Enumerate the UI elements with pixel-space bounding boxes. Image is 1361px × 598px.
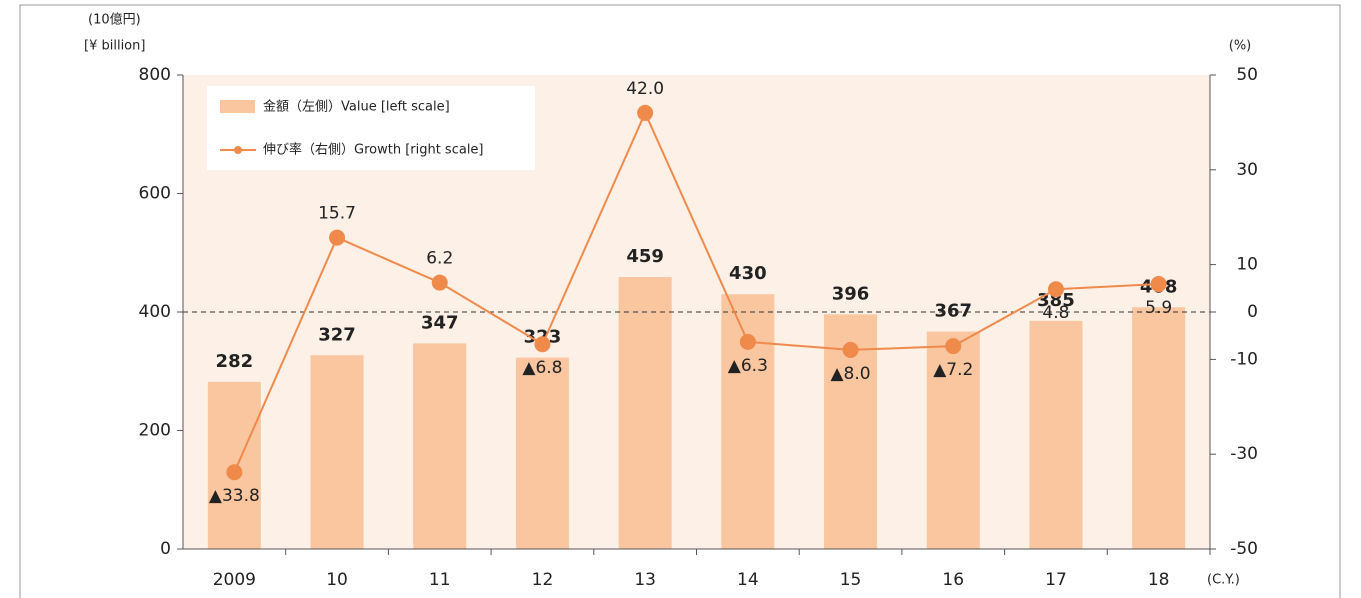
- x-axis-label: (C.Y.): [1207, 573, 1240, 588]
- y2-tick-label: 0: [1247, 302, 1258, 322]
- bar-label: 396: [832, 283, 870, 304]
- y-axis-label: (10億円): [88, 12, 141, 28]
- growth-label: 6.2: [426, 249, 453, 269]
- legend-label: 金額（左側）Value [left scale]: [263, 99, 450, 115]
- y2-tick-label: 30: [1236, 160, 1258, 180]
- bar-label: 327: [318, 324, 356, 345]
- x-tick-label: 11: [429, 570, 451, 590]
- bar: [413, 343, 467, 549]
- growth-point: [534, 336, 551, 353]
- frame: [19, 4, 1341, 598]
- bar-label: 347: [421, 312, 459, 333]
- y2-tick-label: -50: [1230, 539, 1258, 559]
- x-tick-label: 12: [532, 570, 554, 590]
- bar-label: 459: [626, 246, 664, 267]
- growth-label: ▲6.3: [728, 356, 768, 376]
- x-tick-label: 16: [942, 570, 964, 590]
- legend-box: [207, 86, 535, 170]
- x-tick-label: 2009: [213, 570, 256, 590]
- y2-tick-label: -30: [1230, 444, 1258, 464]
- y2-tick-label: 10: [1236, 255, 1258, 275]
- growth-label: ▲6.8: [522, 358, 562, 378]
- bar: [1029, 320, 1083, 549]
- bar-label: 282: [216, 351, 254, 372]
- y-tick-label: 600: [139, 184, 171, 204]
- growth-label: 5.9: [1145, 298, 1172, 318]
- y2-tick-label: 50: [1236, 65, 1258, 85]
- growth-point: [1150, 276, 1167, 293]
- growth-label: ▲33.8: [209, 486, 260, 506]
- y-tick-label: 400: [139, 302, 171, 322]
- growth-label: 4.8: [1042, 303, 1069, 323]
- growth-label: 15.7: [318, 204, 356, 224]
- growth-point: [842, 341, 859, 358]
- x-tick-label: 13: [634, 570, 656, 590]
- bar: [721, 294, 775, 549]
- legend-label: 伸び率（右側）Growth [right scale]: [263, 142, 484, 158]
- growth-line: [233, 110, 1159, 473]
- growth-label: ▲7.2: [933, 360, 973, 380]
- bar: [618, 277, 672, 549]
- bar: [1132, 307, 1186, 549]
- bar-label: 430: [729, 263, 767, 284]
- legend-swatch-dot: [234, 146, 242, 154]
- y2-tick-label: -10: [1230, 349, 1258, 369]
- bar: [310, 355, 364, 549]
- growth-point: [739, 333, 756, 350]
- y-tick-label: 200: [139, 421, 171, 441]
- growth-point: [637, 104, 654, 121]
- growth-point: [226, 464, 243, 481]
- x-tick-label: 17: [1045, 570, 1067, 590]
- growth-label: ▲8.0: [830, 364, 870, 384]
- bar-label: 367: [934, 301, 972, 322]
- x-tick-label: 15: [840, 570, 862, 590]
- y2-axis-label: (%): [1229, 39, 1252, 54]
- growth-point: [431, 274, 448, 291]
- growth-point: [945, 338, 962, 355]
- y-axis-label-en: [¥ billion]: [84, 39, 145, 54]
- growth-point: [1047, 281, 1064, 298]
- legend-swatch-bar: [220, 100, 255, 113]
- y-tick-label: 800: [139, 65, 171, 85]
- x-tick-label: 14: [737, 570, 759, 590]
- x-tick-label: 10: [326, 570, 348, 590]
- bar: [515, 357, 569, 549]
- growth-point: [329, 229, 346, 246]
- x-tick-label: 18: [1148, 570, 1170, 590]
- growth-label: 42.0: [626, 79, 664, 99]
- y-tick-label: 0: [160, 539, 171, 559]
- bar: [926, 331, 980, 549]
